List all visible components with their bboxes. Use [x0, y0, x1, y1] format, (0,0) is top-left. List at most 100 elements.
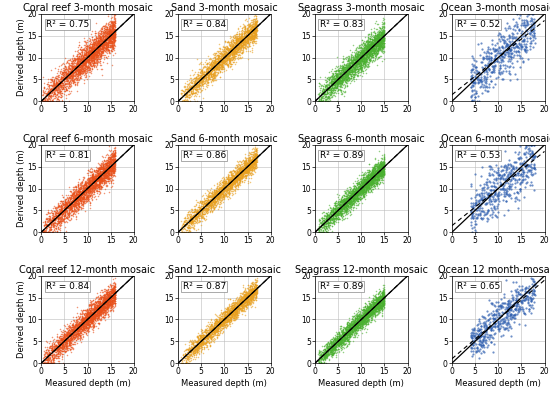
Point — [249, 281, 257, 287]
Point — [331, 219, 340, 225]
Point — [189, 89, 197, 96]
Point — [222, 308, 230, 314]
Point — [103, 40, 112, 47]
Point — [373, 297, 382, 303]
Point — [359, 184, 368, 190]
Point — [110, 296, 119, 303]
Point — [360, 180, 369, 186]
Point — [101, 303, 109, 309]
Point — [372, 178, 381, 185]
Point — [64, 198, 73, 204]
Point — [224, 312, 233, 319]
Point — [226, 314, 234, 320]
Point — [111, 294, 119, 301]
Point — [233, 173, 241, 180]
Point — [101, 39, 110, 45]
Point — [338, 80, 346, 86]
Point — [379, 163, 388, 169]
Point — [372, 306, 381, 313]
Point — [378, 169, 387, 176]
Point — [525, 30, 533, 37]
Point — [229, 180, 238, 187]
Point — [63, 70, 72, 77]
Point — [59, 72, 68, 79]
Point — [222, 46, 230, 53]
Point — [182, 217, 191, 224]
Point — [478, 338, 487, 345]
Point — [351, 66, 360, 72]
Point — [251, 19, 260, 26]
Point — [329, 350, 338, 356]
Point — [100, 170, 108, 176]
Point — [71, 65, 80, 71]
Point — [68, 191, 76, 197]
Point — [223, 317, 232, 324]
Point — [375, 304, 384, 310]
Point — [91, 43, 100, 49]
Point — [77, 325, 86, 332]
Point — [375, 298, 384, 304]
Point — [54, 214, 63, 221]
Point — [358, 312, 367, 318]
Point — [376, 165, 385, 171]
Point — [481, 200, 490, 207]
Point — [246, 31, 255, 37]
Point — [315, 224, 323, 231]
Point — [351, 62, 360, 69]
Point — [340, 83, 349, 90]
Point — [244, 47, 252, 54]
Point — [91, 180, 100, 187]
Text: R² = 0.84: R² = 0.84 — [46, 282, 89, 291]
Point — [64, 330, 73, 337]
Point — [491, 212, 500, 219]
Point — [379, 168, 388, 174]
Point — [342, 327, 351, 333]
Point — [320, 348, 329, 354]
Point — [47, 207, 56, 214]
Point — [201, 74, 210, 81]
Point — [50, 217, 58, 223]
Point — [228, 55, 237, 61]
Point — [199, 334, 208, 341]
Point — [337, 202, 345, 209]
Point — [57, 336, 66, 342]
Point — [362, 178, 371, 184]
Point — [90, 37, 98, 43]
Point — [372, 162, 381, 169]
Point — [525, 147, 534, 154]
Point — [238, 33, 247, 39]
Point — [361, 313, 370, 320]
Point — [506, 178, 515, 184]
Point — [342, 75, 350, 82]
Point — [239, 167, 248, 173]
Point — [241, 32, 250, 39]
Point — [380, 153, 389, 159]
Point — [67, 69, 75, 75]
Point — [198, 79, 207, 86]
Point — [86, 186, 95, 192]
Point — [216, 316, 224, 322]
Point — [96, 39, 105, 45]
Point — [54, 83, 63, 89]
Point — [343, 56, 352, 63]
Point — [109, 35, 118, 41]
Point — [237, 39, 246, 45]
Point — [252, 28, 261, 34]
Point — [351, 321, 360, 327]
Point — [228, 312, 237, 318]
Point — [350, 49, 359, 55]
Point — [472, 345, 481, 351]
Point — [368, 169, 377, 176]
Point — [88, 314, 97, 320]
Point — [104, 172, 113, 179]
Point — [248, 19, 256, 26]
Point — [102, 296, 111, 303]
Point — [70, 69, 79, 75]
Point — [80, 181, 89, 187]
Point — [185, 225, 194, 231]
Point — [245, 154, 254, 161]
Point — [374, 290, 383, 297]
Point — [320, 91, 328, 97]
Point — [334, 81, 343, 87]
Point — [327, 341, 336, 348]
